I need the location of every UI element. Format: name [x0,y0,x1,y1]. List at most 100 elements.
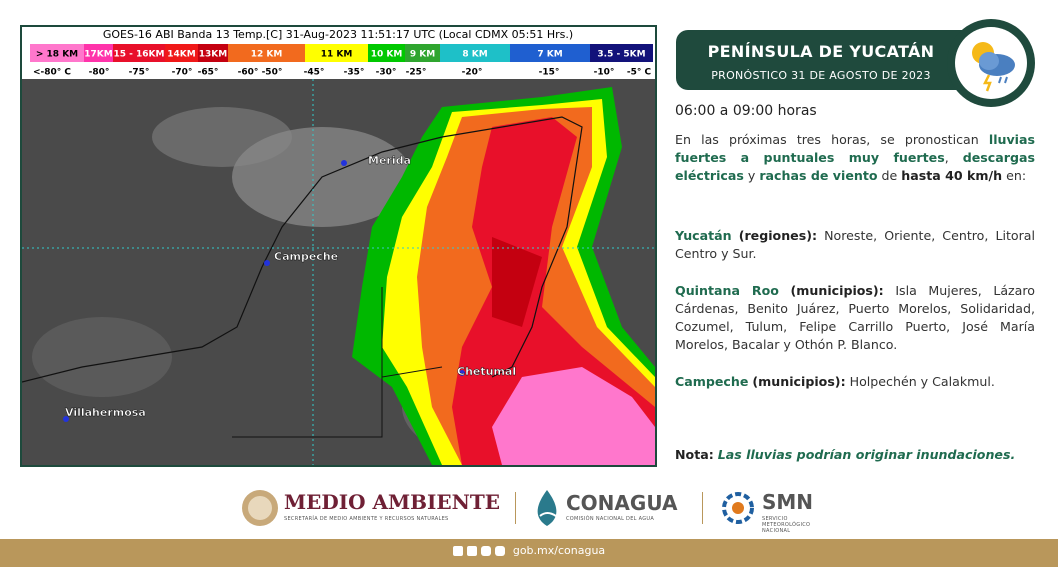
header: PENÍNSULA DE YUCATÁN PRONÓSTICO 31 DE AG… [676,30,966,90]
region: Quintana Roo (municipios): Isla Mujeres,… [675,282,1035,354]
border [232,287,443,438]
temperature-label: -35° [344,68,365,78]
temperature-label: -20° [462,68,483,78]
text: Noreste, Oriente, Centro, Litoral Centro… [675,228,1036,261]
scale-label: 13KM [199,50,227,60]
text: y [743,168,760,183]
footer: MEDIO AMBIENTE SECRETARÍA DE MEDIO AMBIE… [0,478,1058,539]
scale-band [165,44,198,62]
coastline [22,116,583,383]
temperature-label: -10° [594,68,615,78]
smn-emblem [722,492,754,524]
scale-label: 17KM [84,50,112,60]
text: de [877,168,902,183]
note-label: Nota: [675,447,714,462]
scale-label: 14KM [167,50,195,60]
satellite-map: GOES-16 ABI Banda 13 Temp.[C] 31-Aug-202… [22,28,655,465]
scale-band [198,44,228,62]
city-label: Merida [368,154,411,167]
temperature-label: -80° [89,68,110,78]
scale-band [510,44,590,62]
scale-label: 7 KM [537,50,562,60]
scale-label: 9 KM [410,50,435,60]
scale-band [368,44,405,62]
url: gob.mx/conagua [512,544,606,557]
city-marker [63,416,69,422]
semarnat-name: MEDIO AMBIENTE [284,490,501,514]
conagua-sub: COMISIÓN NACIONAL DEL AGUA [566,516,655,522]
cloud [152,107,292,167]
temperature-label: -5° C [627,68,652,78]
forecast-time: 06:00 a 09:00 horas [675,103,817,119]
storm-layer [492,237,542,327]
scale-band [305,44,368,62]
storm-layer [492,367,655,465]
temperature-label: -75° [129,68,150,78]
scale-band [228,44,305,62]
state: Campeche [675,374,749,389]
qualifier: (municipios): [790,283,884,298]
temperature-label: -15° [539,68,560,78]
text: En las próximas tres horas, se pronostic… [675,132,989,147]
city-marker [341,160,347,166]
region: Yucatán (regiones): Noreste, Oriente, Ce… [675,227,1035,263]
text: lluvias fuertes a puntuales muy fuertes [675,132,1035,165]
note: Nota: Las lluvias podrían originar inund… [675,446,1035,464]
scale-label: 3.5 - 5KM [597,50,645,60]
header-title: PENÍNSULA DE YUCATÁN [707,42,935,61]
city-label: Campeche [274,250,338,263]
semarnat-emblem [242,490,278,526]
divider [702,492,703,524]
scale-band [113,44,165,62]
scale-label: 8 KM [462,50,487,60]
text: en: [1002,168,1027,183]
city-label: Villahermosa [65,406,146,419]
temperature-label: -70° [172,68,193,78]
scale-label: 11 KM [321,50,353,60]
scale-band [440,44,510,62]
state: Yucatán [675,228,732,243]
header-subtitle: PRONÓSTICO 31 DE AGOSTO DE 2023 [711,69,931,82]
scale-label: 12 KM [251,50,283,60]
scale-label: 10 KM [371,50,403,60]
temperature-label: <-80° C [33,68,71,78]
bottom-bar: gob.mx/conagua [0,539,1058,567]
text: Isla Mujeres, Lázaro Cárdenas, Benito Ju… [675,283,1035,352]
satellite-image: GOES-16 ABI Banda 13 Temp.[C] 31-Aug-202… [20,25,657,467]
text: hasta 40 km/h [901,168,1003,183]
city-label: Chetumal [457,365,516,378]
smn-name: SMN [762,490,814,514]
temperature-label: -30° [376,68,397,78]
temperature-label: -60° -50° [238,68,283,78]
social-icons [452,546,505,556]
qualifier: (municipios): [752,374,846,389]
satellite-title: GOES-16 ABI Banda 13 Temp.[C] 31-Aug-202… [103,28,573,41]
semarnat-sub: SECRETARÍA DE MEDIO AMBIENTE Y RECURSOS … [284,516,449,522]
text: , [944,150,963,165]
smn-sub: SERVICIO METEOROLÓGICO NACIONAL [762,516,811,534]
temperature-label: -65° [198,68,219,78]
cloud [32,317,172,397]
scale-band [30,44,84,62]
weather-icon [947,19,1035,107]
state: Quintana Roo [675,283,779,298]
conagua-name: CONAGUA [566,491,678,515]
city-marker [459,370,465,376]
qualifier: (regiones): [738,228,818,243]
scale-label: 15 - 16KM [114,50,165,60]
storm-layer [452,117,655,465]
text: Holpechén y Calakmul. [849,374,995,389]
temperature-label: -45° [304,68,325,78]
scale-band [84,44,113,62]
scale-band [405,44,440,62]
region: Campeche (municipios): Holpechén y Calak… [675,373,1035,391]
temperature-label: -25° [406,68,427,78]
scale-band [590,44,653,62]
divider [515,492,516,524]
text: descargas eléctricas [675,150,1035,183]
forecast-intro: En las próximas tres horas, se pronostic… [675,131,1035,185]
city-marker [264,260,270,266]
text: rachas de viento [759,168,878,183]
note-text: Las lluvias podrían originar inundacione… [717,447,1016,462]
